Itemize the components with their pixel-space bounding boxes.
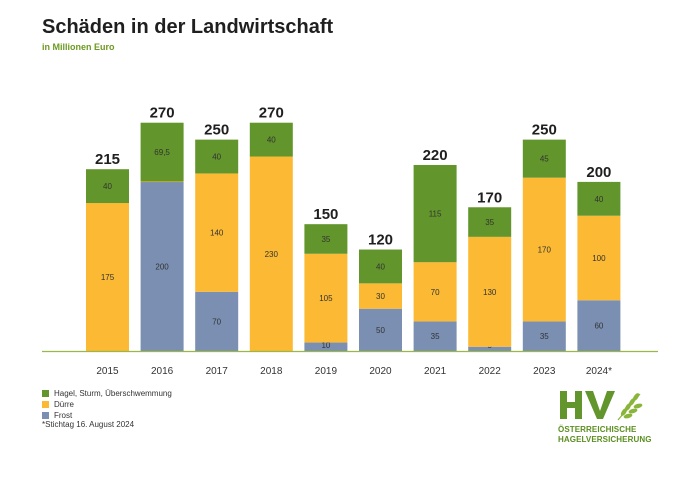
bar-duerre-2020 [359, 283, 402, 309]
total-label-2018: 270 [259, 105, 284, 122]
bar-frost-2024* [577, 300, 621, 351]
data-label-hagel-2016: 69,5 [154, 148, 170, 157]
bar-frost-2020 [359, 308, 402, 351]
legend: Hagel, Sturm, Überschwemmung Dürre Frost [42, 388, 172, 421]
legend-label-hagel: Hagel, Sturm, Überschwemmung [54, 389, 172, 398]
data-label-hagel-2023: 45 [540, 155, 549, 164]
data-label-duerre-2022: 130 [483, 288, 497, 297]
total-label-2019: 150 [313, 206, 338, 223]
bar-duerre-2023 [522, 177, 566, 322]
data-label-frost-2017: 70 [212, 317, 221, 326]
bar-duerre-2018 [249, 156, 293, 351]
data-label-duerre-2018: 230 [265, 250, 279, 259]
x-tick-label-2019: 2019 [315, 366, 338, 377]
footnote: *Stichtag 16. August 2024 [42, 420, 135, 429]
data-label-frost-2019: 10 [321, 341, 330, 350]
data-label-frost-2023: 35 [540, 332, 549, 341]
total-label-2021: 220 [423, 147, 448, 164]
legend-label-frost: Frost [54, 411, 73, 420]
bar-hagel-2023 [522, 139, 566, 178]
data-label-hagel-2021: 115 [429, 210, 442, 219]
x-tick-label-2018: 2018 [260, 366, 283, 377]
data-label-hagel-2020: 40 [376, 262, 385, 271]
total-label-2022: 170 [477, 189, 502, 206]
data-label-hagel-2022: 35 [485, 218, 494, 227]
x-tick-label-2015: 2015 [96, 366, 119, 377]
legend-item-hagel: Hagel, Sturm, Überschwemmung [42, 388, 172, 399]
bar-duerre-2019 [304, 253, 348, 343]
bar-hagel-2024* [577, 181, 621, 216]
total-label-2024*: 200 [586, 164, 611, 181]
x-tick-label-2017: 2017 [206, 366, 229, 377]
bar-frost-2019 [304, 342, 348, 351]
bar-hagel-2020 [359, 249, 402, 284]
data-label-duerre-2024*: 100 [592, 254, 606, 263]
bar-hagel-2016 [140, 122, 184, 182]
bar-frost-2021 [413, 321, 457, 351]
x-tick-label-2024*: 2024* [586, 366, 612, 377]
data-label-hagel-2019: 35 [321, 235, 330, 244]
data-label-duerre-2019: 105 [319, 294, 333, 303]
data-label-frost-2024*: 60 [594, 322, 603, 331]
bar-frost-2016 [140, 181, 184, 351]
x-tick-label-2021: 2021 [424, 366, 447, 377]
bar-duerre-2015 [86, 203, 129, 351]
data-label-duerre-2021: 70 [431, 288, 440, 297]
x-tick-label-2022: 2022 [479, 366, 502, 377]
legend-item-frost: Frost [42, 410, 172, 421]
hv-logo: ÖSTERREICHISCHE HAGELVERSICHERUNG [558, 388, 668, 448]
bar-hagel-2017 [195, 139, 239, 174]
total-label-2023: 250 [532, 122, 557, 139]
bar-frost-2023 [522, 321, 566, 351]
bar-duerre-2016 [140, 181, 184, 183]
total-label-2017: 250 [204, 122, 229, 139]
logo-text-line2: HAGELVERSICHERUNG [558, 435, 652, 444]
data-label-duerre-2015: 175 [101, 273, 115, 282]
bar-hagel-2019 [304, 224, 348, 254]
bar-hagel-2021 [413, 164, 457, 263]
data-label-duerre-2017: 140 [210, 229, 224, 238]
x-tick-label-2023: 2023 [533, 366, 556, 377]
legend-label-duerre: Dürre [54, 400, 75, 409]
data-label-frost-2020: 50 [376, 326, 385, 335]
bar-hagel-2018 [249, 122, 293, 157]
data-label-hagel-2015: 40 [103, 182, 112, 191]
legend-swatch-duerre [42, 401, 49, 408]
bar-duerre-2017 [195, 173, 239, 292]
data-label-hagel-2024*: 40 [594, 195, 603, 204]
chart-title: Schäden in der Landwirtschaft [42, 16, 334, 38]
chart-subtitle: in Millionen Euro [42, 42, 115, 52]
hv-logo-mark [560, 391, 643, 421]
legend-item-duerre: Dürre [42, 399, 172, 410]
bar-hagel-2015 [86, 169, 129, 204]
bar-duerre-2022 [468, 236, 512, 347]
data-label-frost-2021: 35 [431, 332, 440, 341]
data-label-hagel-2018: 40 [267, 136, 276, 145]
logo-text-line1: ÖSTERREICHISCHE [558, 425, 637, 434]
data-label-duerre-2020: 30 [376, 292, 385, 301]
data-label-frost-2016: 200 [155, 262, 169, 271]
legend-swatch-frost [42, 412, 49, 419]
bar-frost-2017 [195, 291, 239, 351]
total-label-2016: 270 [150, 105, 175, 122]
x-tick-label-2020: 2020 [369, 366, 392, 377]
data-label-hagel-2017: 40 [212, 153, 221, 162]
data-label-duerre-2023: 170 [538, 246, 552, 255]
x-tick-label-2016: 2016 [151, 366, 174, 377]
legend-swatch-hagel [42, 390, 49, 397]
total-label-2015: 215 [95, 151, 120, 168]
bar-duerre-2024* [577, 215, 621, 301]
total-label-2020: 120 [368, 232, 393, 249]
bar-hagel-2022 [468, 207, 512, 237]
bar-duerre-2021 [413, 262, 457, 322]
bar-frost-2022 [468, 346, 512, 351]
